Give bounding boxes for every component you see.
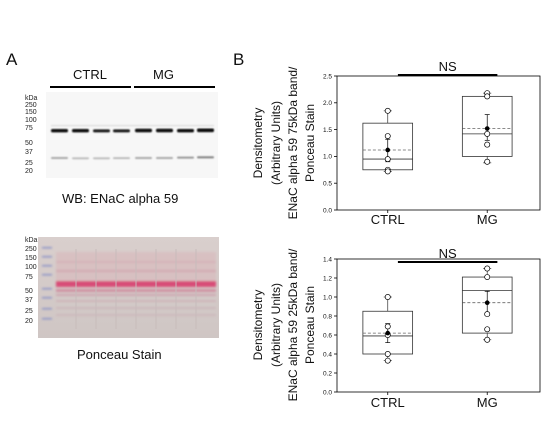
wb-marker-label: 25 [25, 160, 33, 167]
wb-marker-label: 150 [25, 109, 37, 116]
wb-marker-label: 50 [25, 140, 33, 147]
ctrl-group-bar [50, 86, 131, 88]
ponceau-marker-label: 20 [25, 318, 33, 325]
data-point [484, 130, 491, 137]
data-point [384, 323, 391, 330]
data-point [384, 107, 391, 114]
data-point [384, 133, 391, 139]
data-point [384, 156, 391, 163]
wb-marker-label: 100 [25, 117, 37, 124]
mean-point [484, 126, 490, 131]
x-tick-label: MG [477, 395, 498, 410]
y-tick-label: 1.2 [323, 275, 332, 282]
mean-point [385, 147, 391, 153]
y-tick-label: 2.0 [323, 100, 332, 107]
y-tick-label: 0.5 [323, 181, 332, 188]
ponceau-marker-label: 150 [25, 255, 37, 262]
significance-label: NS [439, 59, 457, 74]
wb-marker-label: 75 [25, 125, 33, 132]
ponceau-kda-header: kDa [25, 237, 38, 244]
y-tick-label: 1.5 [323, 127, 332, 134]
y-axis-label: ENaC alpha 59 75kDa band/ [286, 66, 300, 219]
group-label-ctrl: CTRL [73, 67, 107, 82]
data-point [484, 141, 491, 148]
western-blot-caption: WB: ENaC alpha 59 [62, 191, 179, 206]
panel-a-letter: A [6, 50, 18, 69]
y-axis-label: Ponceau Stain [303, 286, 317, 364]
data-point [484, 265, 491, 272]
data-point [384, 357, 391, 364]
y-tick-label: 1.0 [323, 154, 332, 161]
y-tick-label: 0.2 [323, 370, 332, 377]
y-tick-label: 0.8 [323, 313, 332, 320]
x-tick-label: CTRL [371, 395, 405, 410]
y-tick-label: 0.4 [323, 351, 332, 358]
y-tick-label: 0.6 [323, 332, 332, 339]
data-point [384, 294, 391, 300]
western-blot-image [46, 92, 218, 178]
mean-point [484, 300, 490, 306]
ponceau-stain-image [38, 237, 219, 338]
ponceau-caption: Ponceau Stain [77, 347, 162, 362]
data-point [484, 93, 491, 100]
y-tick-label: 0.0 [323, 389, 332, 396]
wb-kda-header: kDa [25, 95, 38, 102]
y-axis-label: (Arbitrary Units) [269, 101, 283, 185]
data-point [384, 168, 391, 175]
ponceau-marker-label: 50 [25, 288, 33, 295]
panel-b-letter: B [233, 50, 245, 69]
x-tick-label: MG [477, 212, 498, 227]
y-axis-label: Densitometry [251, 290, 265, 361]
ponceau-marker-label: 25 [25, 308, 33, 315]
wb-marker-label: 37 [25, 149, 33, 156]
ponceau-marker-label: 100 [25, 264, 37, 271]
y-tick-label: 1.4 [323, 256, 332, 263]
y-axis-label: ENaC alpha 59 25kDa band/ [286, 248, 300, 401]
mean-point [385, 330, 391, 336]
mg-group-bar [134, 86, 215, 88]
significance-label: NS [439, 246, 457, 261]
data-point [484, 311, 491, 318]
x-tick-label: CTRL [371, 212, 405, 227]
data-point [484, 336, 491, 343]
ponceau-marker-label: 75 [25, 274, 33, 281]
data-point [484, 326, 491, 333]
ponceau-marker-label: 37 [25, 297, 33, 304]
y-axis-label: Ponceau Stain [303, 104, 317, 182]
data-point [384, 351, 391, 357]
y-axis-label: Densitometry [251, 108, 265, 179]
y-tick-label: 1.0 [323, 294, 332, 301]
y-tick-label: 0.0 [323, 207, 332, 214]
y-axis-label: (Arbitrary Units) [269, 283, 283, 367]
wb-marker-label: 250 [25, 102, 37, 109]
y-tick-label: 2.5 [323, 73, 332, 80]
wb-marker-label: 20 [25, 168, 33, 175]
group-label-mg: MG [153, 67, 174, 82]
plot-frame [336, 258, 541, 393]
ponceau-marker-label: 250 [25, 246, 37, 253]
data-point [484, 158, 491, 165]
data-point [484, 274, 491, 280]
